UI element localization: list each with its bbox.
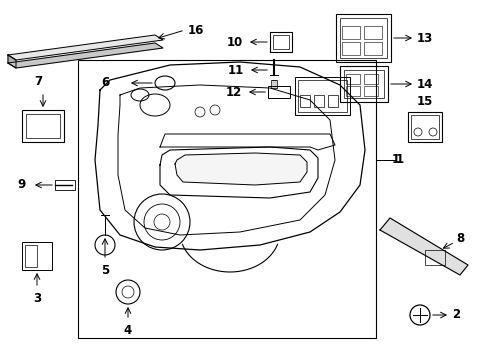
Bar: [341, 26, 359, 39]
Bar: [327, 95, 337, 107]
Bar: [363, 74, 377, 84]
Bar: [299, 95, 309, 107]
Bar: [55, 180, 75, 190]
Bar: [363, 86, 377, 96]
Bar: [363, 26, 381, 39]
Bar: [424, 250, 444, 265]
Bar: [294, 77, 349, 115]
Bar: [313, 95, 324, 107]
Text: 4: 4: [123, 324, 132, 337]
Text: 8: 8: [455, 231, 463, 244]
Bar: [267, 86, 289, 98]
Bar: [22, 110, 64, 142]
Bar: [410, 115, 438, 139]
Polygon shape: [8, 43, 163, 68]
Bar: [272, 35, 288, 49]
Text: 12: 12: [225, 85, 242, 99]
Bar: [335, 14, 390, 62]
Text: 16: 16: [187, 23, 204, 36]
Polygon shape: [175, 153, 306, 185]
Text: 6: 6: [101, 77, 109, 90]
Bar: [26, 114, 60, 138]
Bar: [363, 42, 381, 55]
Text: 11: 11: [227, 63, 244, 77]
Bar: [407, 112, 441, 142]
Bar: [269, 32, 291, 52]
Text: 9: 9: [18, 179, 26, 192]
Bar: [25, 245, 37, 267]
Text: 5: 5: [101, 264, 109, 277]
Bar: [339, 66, 387, 102]
Bar: [297, 80, 346, 112]
Text: 14: 14: [416, 77, 432, 90]
Bar: [78, 60, 375, 338]
Text: 2: 2: [451, 309, 459, 321]
Bar: [346, 74, 359, 84]
Polygon shape: [8, 35, 163, 60]
Polygon shape: [379, 218, 467, 275]
Bar: [270, 80, 276, 88]
Polygon shape: [8, 55, 16, 68]
Bar: [339, 18, 386, 58]
Text: 3: 3: [33, 292, 41, 305]
Text: 1: 1: [395, 153, 403, 166]
Text: 1: 1: [391, 153, 399, 166]
Bar: [343, 70, 383, 98]
Text: 13: 13: [416, 31, 432, 45]
Text: 15: 15: [416, 95, 432, 108]
Bar: [346, 86, 359, 96]
Bar: [22, 242, 52, 270]
Bar: [341, 42, 359, 55]
Text: 7: 7: [34, 75, 42, 88]
Text: 10: 10: [226, 36, 243, 49]
